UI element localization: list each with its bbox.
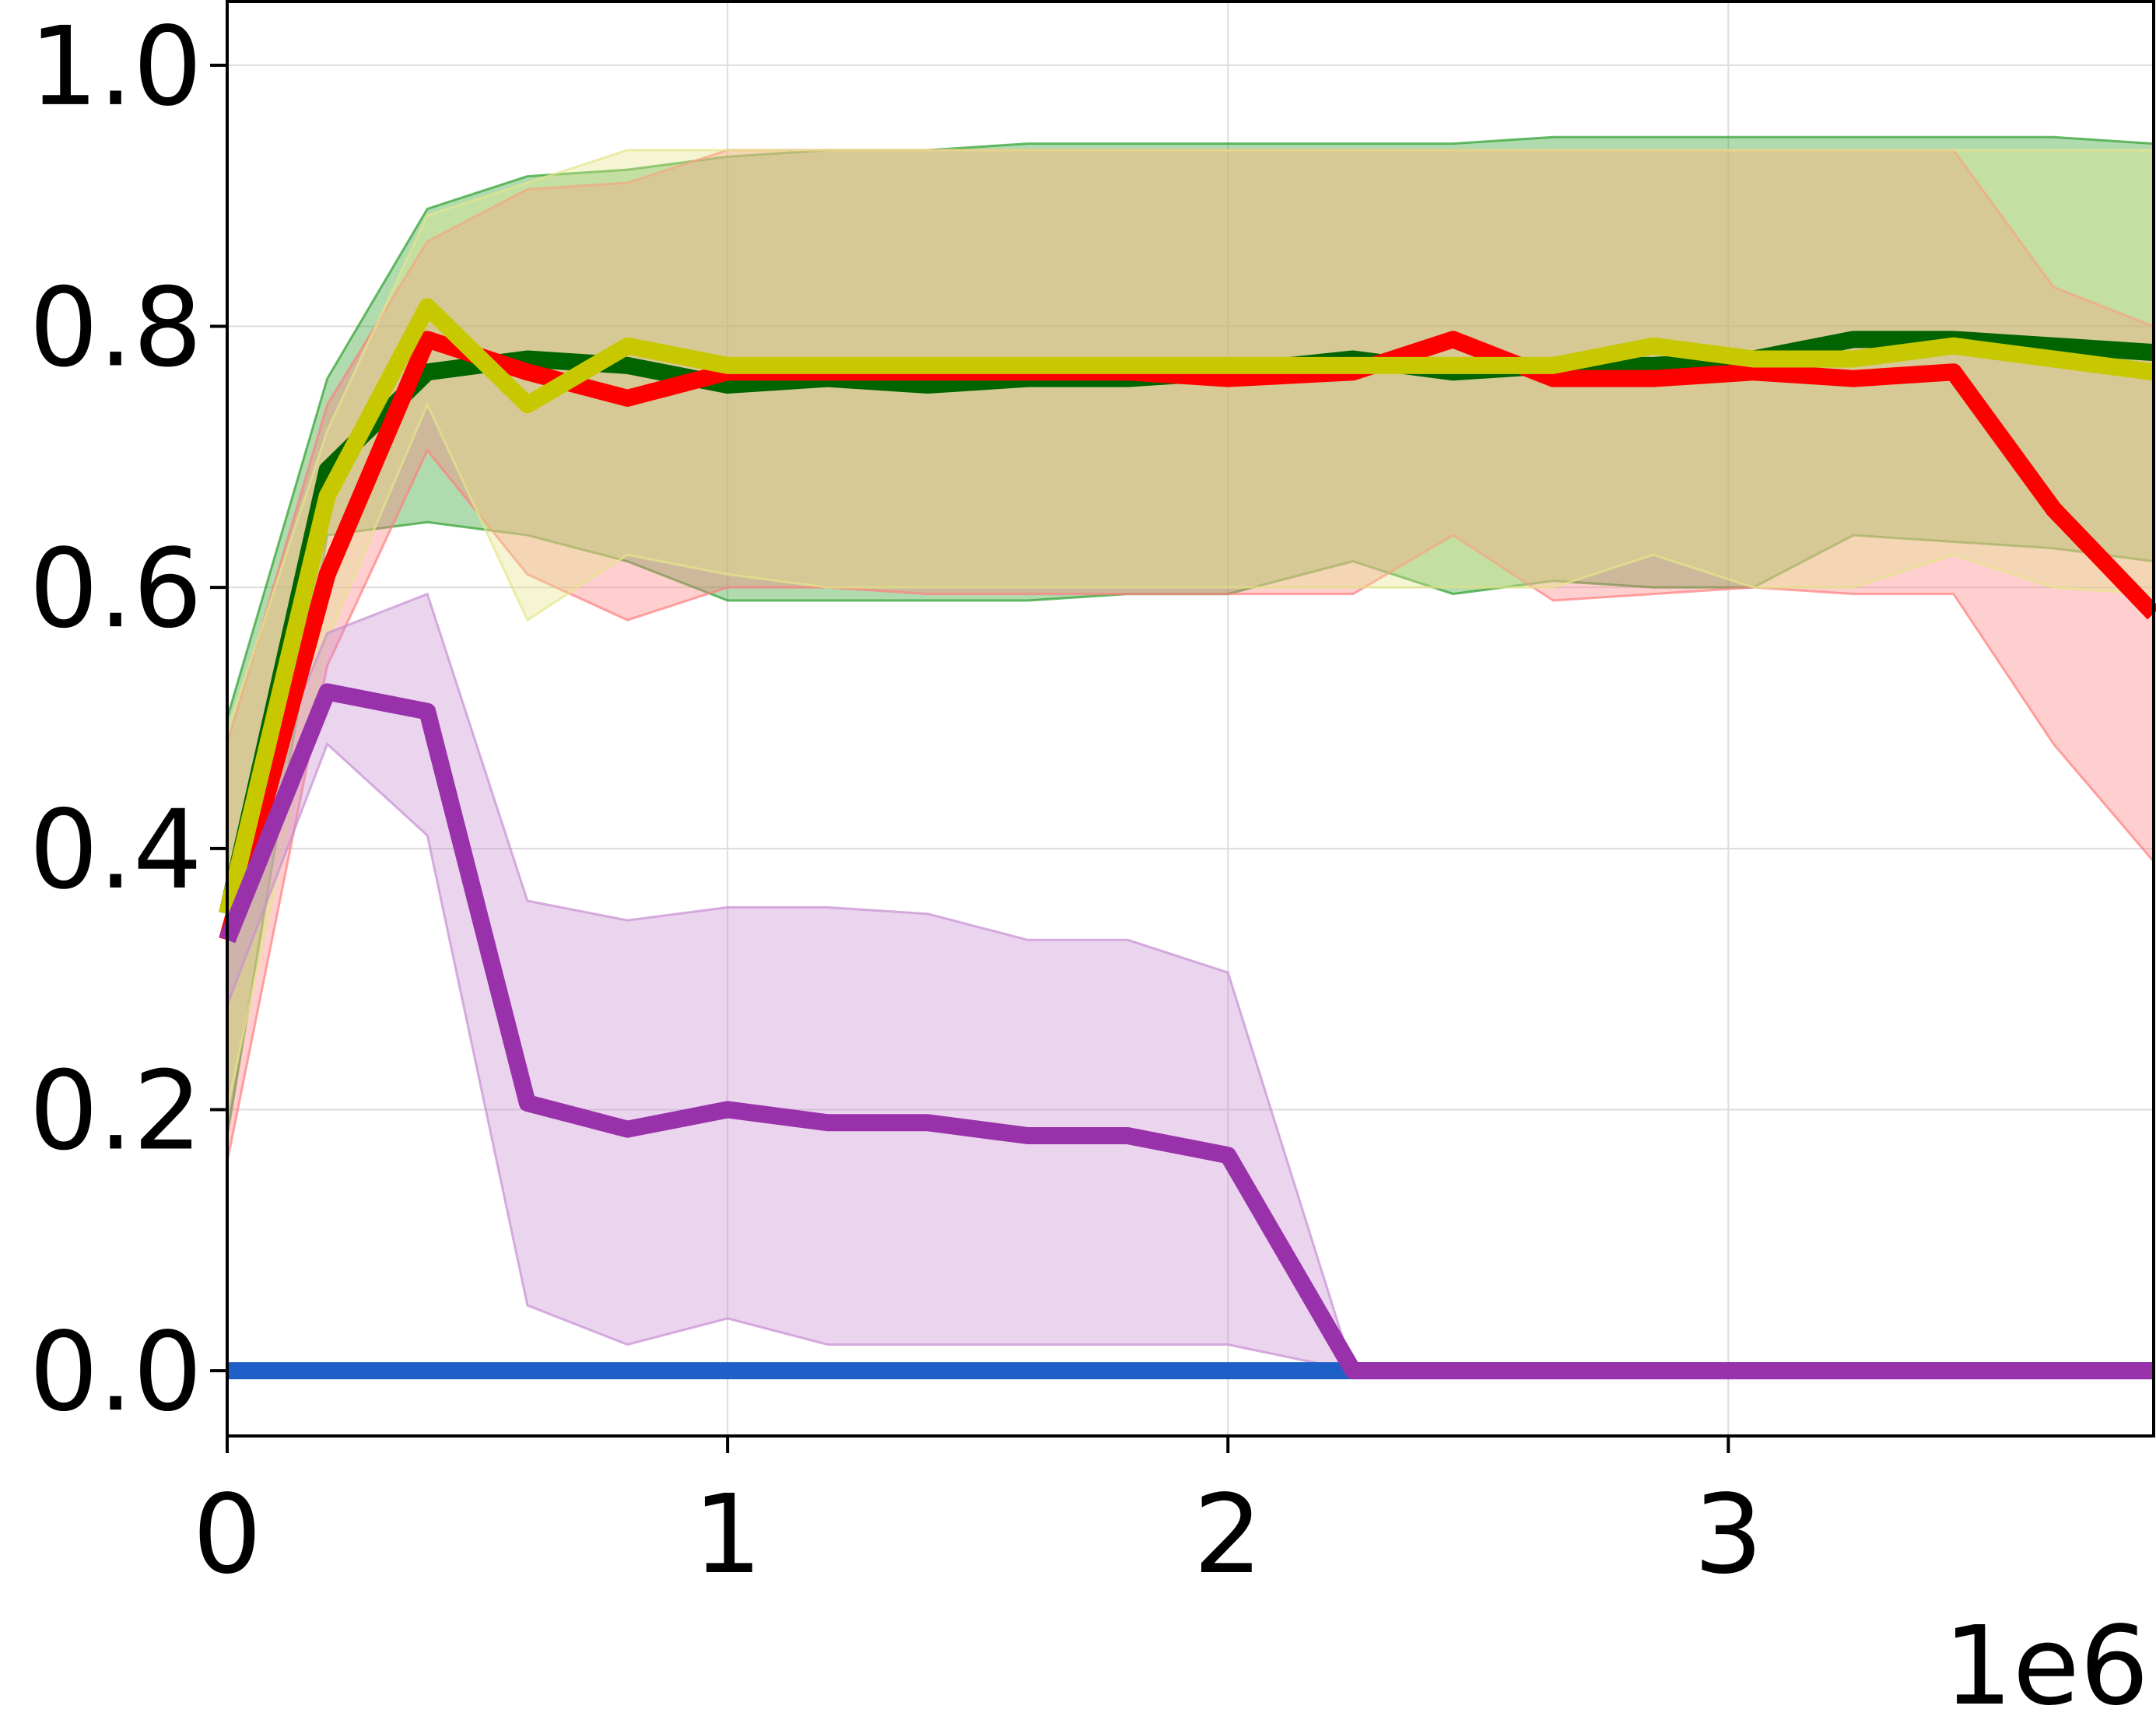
plot-frame <box>226 0 2155 1438</box>
tick-labels: 0.0 0.2 0.4 0.6 0.8 1.0 0 1 2 3 <box>29 4 1763 1599</box>
x-tick-label: 0 <box>192 1472 261 1599</box>
x-tick-label: 3 <box>1694 1472 1763 1599</box>
x-axis-offset-label: 1e6 <box>1944 1603 2149 1723</box>
y-tick-label: 0.6 <box>29 526 202 653</box>
series-4-band <box>226 592 2154 1372</box>
y-tick-label: 0.0 <box>29 1309 202 1436</box>
axes <box>226 0 2155 1438</box>
x-tick-label: 1 <box>693 1472 762 1599</box>
y-tick-label: 0.4 <box>29 787 202 914</box>
series-4-line <box>219 683 2154 1380</box>
y-tick-label: 1.0 <box>29 4 202 131</box>
y-tick-label: 0.2 <box>29 1048 202 1175</box>
x-tick-label: 2 <box>1194 1472 1263 1599</box>
y-tick-label: 0.8 <box>29 265 202 392</box>
series-3-line <box>219 298 2155 916</box>
confidence-bands <box>226 135 2155 1372</box>
series-2-line <box>219 331 2156 943</box>
series-lines <box>219 298 2156 1380</box>
